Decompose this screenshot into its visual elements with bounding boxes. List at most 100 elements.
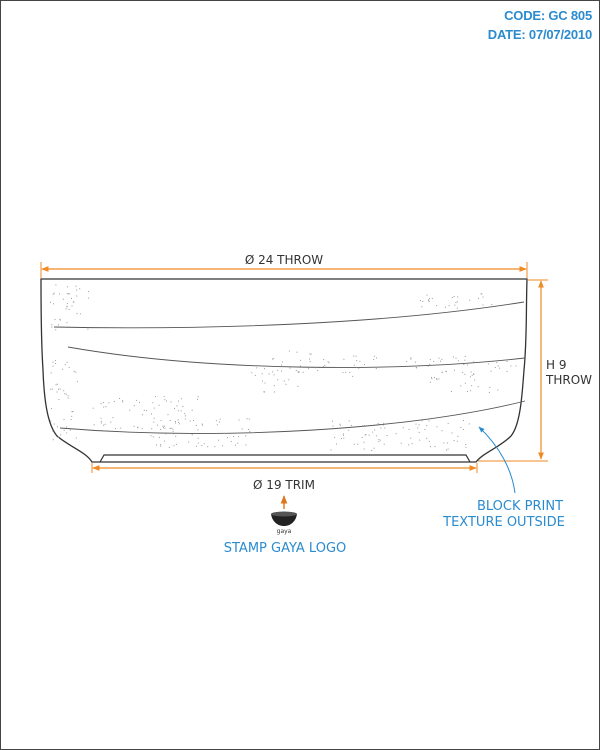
texture-speckle [283, 380, 285, 382]
texture-speckle [151, 428, 153, 430]
texture-speckle [119, 398, 121, 399]
texture-speckle [235, 444, 236, 446]
texture-speckle [68, 293, 70, 295]
texture-speckle [197, 437, 199, 439]
texture-speckle [434, 377, 435, 379]
texture-speckle [440, 360, 441, 362]
texture-speckle [378, 441, 380, 443]
texture-speckle [373, 359, 375, 361]
texture-speckle [178, 422, 180, 423]
texture-speckle [308, 368, 310, 370]
texture-speckle [184, 418, 186, 420]
texture-speckle [473, 374, 475, 375]
texture-speckle [87, 328, 89, 330]
texture-speckle [457, 296, 459, 298]
texture-speckle [153, 421, 155, 423]
texture-speckle [50, 372, 52, 374]
texture-speckle [464, 382, 466, 384]
texture-speckle [350, 425, 352, 426]
texture-speckle [110, 421, 112, 423]
texture-speckle [410, 437, 412, 439]
texture-speckle [254, 374, 256, 376]
texture-speckle [273, 385, 275, 387]
texture-speckle [428, 300, 430, 302]
texture-speckle [428, 300, 430, 302]
texture-speckle [162, 425, 164, 427]
texture-speckle [364, 364, 365, 366]
texture-speckle [184, 415, 186, 417]
texture-speckle [59, 293, 61, 295]
texture-speckle [454, 304, 456, 306]
texture-speckle [273, 358, 275, 360]
texture-speckle [352, 375, 354, 377]
texture-speckle [281, 364, 282, 366]
texture-speckle [251, 372, 253, 374]
texture-speckle [50, 408, 52, 409]
texture-speckle [361, 437, 363, 438]
texture-speckle [237, 442, 239, 444]
texture-speckle [75, 371, 77, 373]
texture-speckle [56, 391, 58, 393]
texture-speckle [202, 424, 204, 426]
texture-speckle [197, 442, 199, 444]
texture-speckle [76, 313, 78, 315]
texture-speckle [222, 445, 224, 447]
texture-speckle [317, 370, 319, 372]
texture-speckle [494, 367, 496, 368]
texture-speckle [133, 425, 135, 427]
texture-speckle [68, 308, 70, 310]
texture-speckle [348, 429, 350, 431]
texture-speckle [460, 426, 462, 428]
texture-speckle [429, 363, 431, 365]
texture-speckle [153, 417, 155, 419]
texture-speckle [332, 420, 333, 422]
texture-speckle [103, 424, 105, 426]
texture-speckle [482, 304, 484, 306]
texture-speckle [342, 433, 344, 435]
texture-speckle [238, 419, 240, 421]
texture-speckle [473, 361, 475, 363]
texture-speckle [100, 403, 102, 405]
texture-speckle [464, 359, 466, 361]
texture-speckle [358, 367, 360, 369]
texture-speckle [93, 424, 95, 426]
texture-speckle [469, 299, 471, 301]
texture-speckle [233, 436, 235, 437]
texture-speckle [452, 356, 454, 358]
texture-speckle [363, 448, 365, 450]
texture-speckle [158, 436, 160, 438]
texture-speckle [66, 303, 68, 305]
texture-speckle [245, 435, 247, 437]
texture-speckle [174, 407, 175, 409]
texture-speckle [411, 443, 413, 445]
texture-speckle [177, 410, 179, 412]
texture-speckle [156, 444, 157, 446]
texture-speckle [467, 390, 468, 392]
texture-speckle [428, 299, 430, 301]
drawing-date: DATE: 07/07/2010 [487, 27, 592, 42]
texture-speckle [309, 358, 311, 360]
texture-speckle [66, 322, 68, 324]
texture-speckle [383, 422, 385, 424]
texture-speckle [343, 358, 345, 360]
texture-speckle [273, 391, 275, 393]
texture-speckle [219, 418, 221, 420]
texture-speckle [241, 428, 243, 430]
texture-speckle [158, 404, 160, 406]
texture-speckle [339, 424, 341, 426]
texture-speckle [289, 367, 291, 369]
texture-speckle [463, 364, 465, 365]
stamp-note: STAMP GAYA LOGO [224, 541, 347, 556]
texture-speckle [216, 424, 218, 426]
texture-note-line2: TEXTURE OUTSIDE [442, 515, 565, 530]
texture-speckle [364, 425, 365, 426]
texture-speckle [182, 405, 184, 407]
texture-speckle [63, 390, 65, 392]
texture-speckle [58, 399, 60, 401]
texture-speckle [58, 388, 59, 390]
texture-speckle [143, 409, 145, 411]
product-code: CODE: GC 805 [504, 8, 592, 23]
texture-speckle [60, 434, 62, 436]
texture-speckle [478, 297, 479, 299]
texture-speckle [497, 389, 499, 391]
